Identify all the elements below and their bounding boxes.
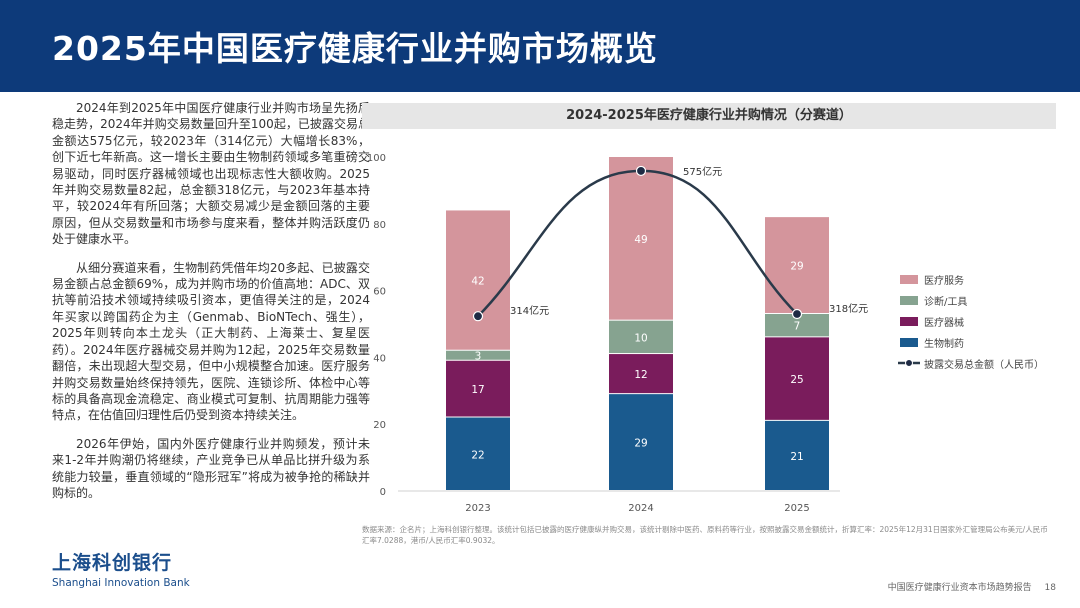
total-amount-point (791, 308, 803, 320)
source-note: 数据来源：企名片；上海科创银行整理。该统计包括已披露的医疗健康纵并购交易，该统计… (362, 525, 1048, 545)
bar-value-label: 12 (634, 369, 647, 381)
legend-swatch (900, 275, 918, 284)
bar-segment (446, 360, 510, 417)
bar-segment (765, 313, 829, 337)
page-number: 18 (1044, 583, 1056, 593)
bar-value-label: 49 (634, 234, 647, 246)
logo-cn-text: 上海科创银行 (52, 552, 173, 574)
legend-swatch (900, 338, 918, 347)
bar-segment (446, 417, 510, 490)
total-amount-label: 318亿元 (829, 302, 868, 315)
bar-segment (446, 210, 510, 350)
bank-logo: 上海科创银行 Shanghai Innovation Bank (52, 552, 190, 590)
bar-value-label: 21 (790, 451, 803, 463)
bar-value-label: 22 (471, 449, 484, 461)
y-tick-label: 40 (373, 353, 386, 364)
bar-value-label: 3 (475, 351, 482, 363)
legend-label: 披露交易总金额（人民币） (924, 358, 1044, 371)
legend-label: 生物制药 (924, 337, 964, 350)
legend-label: 医疗器械 (924, 316, 964, 329)
logo-en-text: Shanghai Innovation Bank (52, 577, 190, 589)
bar-segment (765, 420, 829, 490)
bar-value-label: 25 (790, 374, 803, 386)
chart-title: 2024-2025年医疗健康行业并购情况（分赛道） (362, 103, 1056, 129)
legend-line-marker (905, 359, 913, 367)
footer: 中国医疗健康行业资本市场趋势报告 18 (878, 580, 1056, 593)
x-tick-label: 2025 (784, 503, 809, 514)
bar-value-label: 29 (634, 438, 647, 450)
y-tick-label: 100 (367, 153, 386, 164)
bar-value-label: 10 (634, 332, 647, 344)
y-tick-label: 60 (373, 287, 386, 298)
page-title: 2025年中国医疗健康行业并购市场概览 (52, 29, 658, 68)
x-tick-label: 2023 (465, 503, 490, 514)
bar-value-label: 42 (471, 276, 484, 288)
summary-text: 2024年到2025年中国医疗健康行业并购市场呈先扬后稳走势，2024年并购交易… (52, 100, 370, 513)
bar-value-label: 7 (794, 321, 801, 333)
total-amount-point (635, 165, 647, 177)
stacked-bar-chart: 0 20 40 60 80 100 22 17 3 42 2023 29 12 10 49 2024 21 25 7… (367, 153, 1044, 514)
bar-segment (765, 217, 829, 313)
bar-value-label: 17 (471, 384, 484, 396)
bar-value-label: 29 (790, 261, 803, 273)
legend-swatch (900, 317, 918, 326)
y-tick-label: 0 (380, 487, 386, 498)
legend-label: 医疗服务 (924, 274, 964, 287)
summary-paragraph: 2026年伊始，国内外医疗健康行业并购频发，预计未来1-2年并购潮仍将继续，产业… (52, 436, 370, 500)
summary-paragraph: 从细分赛道来看，生物制药凭借年均20多起、已披露交易金额占总金额69%，成为并购… (52, 260, 370, 423)
bar-segment (446, 350, 510, 360)
footer-report-title: 中国医疗健康行业资本市场趋势报告 (887, 583, 1032, 593)
legend-swatch (900, 296, 918, 305)
header-bar: 2025年中国医疗健康行业并购市场概览 (0, 0, 1080, 92)
y-tick-label: 20 (373, 420, 386, 431)
bar-segment (609, 320, 673, 354)
total-amount-label: 314亿元 (510, 304, 549, 317)
y-tick-label: 80 (373, 220, 386, 231)
summary-paragraph: 2024年到2025年中国医疗健康行业并购市场呈先扬后稳走势，2024年并购交易… (52, 101, 370, 247)
x-tick-label: 2024 (628, 503, 653, 514)
bar-segment (765, 337, 829, 420)
bar-segment (609, 354, 673, 394)
bar-segment (609, 394, 673, 490)
legend-label: 诊断/工具 (924, 295, 967, 308)
total-amount-point (472, 311, 484, 322)
bar-segment (609, 157, 673, 320)
total-amount-label: 575亿元 (683, 165, 722, 178)
